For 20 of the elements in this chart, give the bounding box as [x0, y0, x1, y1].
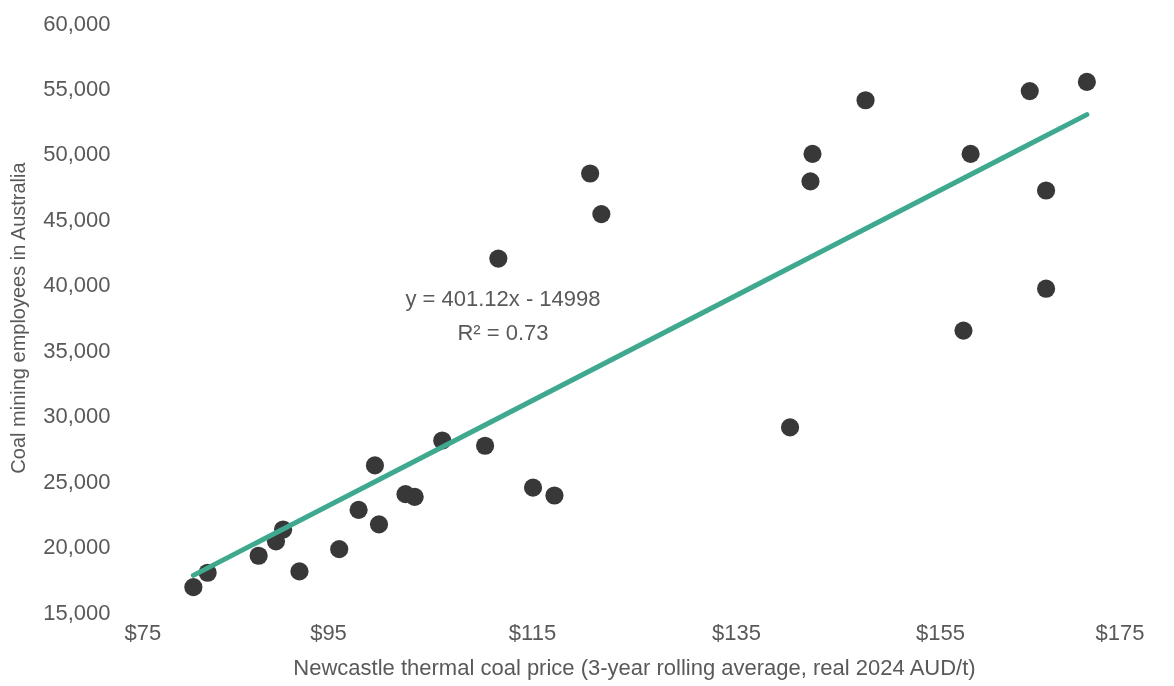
x-tick-label: $135 — [712, 619, 761, 645]
annotation: y = 401.12x - 14998 — [405, 286, 601, 311]
y-tick-label: 30,000 — [43, 403, 111, 429]
y-tick-label: 45,000 — [43, 206, 111, 232]
y-tick-label: 35,000 — [43, 337, 111, 363]
x-tick-label: $175 — [1095, 619, 1145, 645]
y-tick-label: 40,000 — [43, 272, 111, 298]
x-tick-label: $95 — [310, 619, 347, 645]
x-tick-label: $75 — [124, 619, 162, 645]
y-tick-label: 55,000 — [43, 75, 111, 101]
y-tick-label: 20,000 — [43, 534, 111, 560]
x-tick-label: $115 — [508, 619, 557, 645]
annotation: R² = 0.73 — [457, 320, 549, 345]
x-tick-label: $155 — [916, 619, 965, 645]
y-tick-label: 60,000 — [43, 10, 111, 36]
y-tick-label: 15,000 — [43, 599, 111, 625]
y-axis-title: Coal mining employees in Australia — [7, 161, 30, 474]
y-tick-label: 50,000 — [43, 141, 111, 167]
x-axis-title: Newcastle thermal coal price (3-year rolling average, real 2024 AUD/t) — [293, 654, 976, 680]
y-tick-label: 25,000 — [43, 468, 111, 494]
